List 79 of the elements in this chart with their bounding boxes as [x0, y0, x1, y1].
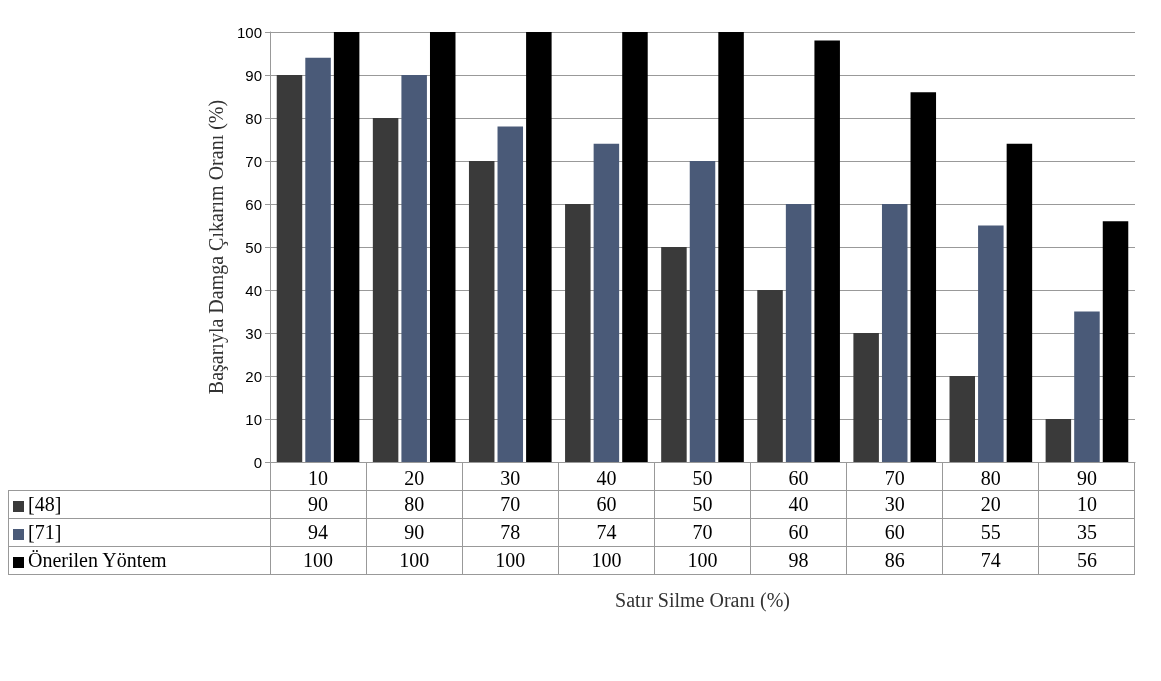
data-label: 98 [750, 546, 847, 575]
y-tick-label: 90 [245, 66, 262, 84]
bar [565, 204, 591, 462]
y-tick-label: 10 [245, 410, 262, 428]
data-label: 56 [1038, 546, 1135, 575]
bar [1006, 143, 1033, 462]
y-tick-label: 30 [245, 324, 262, 342]
bar [661, 247, 687, 462]
y-tick-label: 40 [245, 281, 262, 299]
bar [689, 161, 716, 462]
bar [401, 75, 427, 462]
bar [1102, 221, 1129, 462]
bar [276, 75, 303, 462]
data-label: 74 [558, 518, 655, 547]
data-label: 90 [366, 518, 463, 547]
bar [978, 225, 1004, 462]
x-tick-label: 50 [692, 467, 713, 489]
x-tick-label: 40 [596, 467, 617, 489]
y-tick-label: 50 [245, 238, 262, 256]
data-label: 80 [366, 490, 463, 519]
bar [718, 32, 744, 462]
data-label: 60 [750, 518, 847, 547]
data-label: 70 [654, 518, 751, 547]
y-tick-label: 70 [245, 152, 262, 170]
data-label: 94 [270, 518, 367, 547]
data-label: 86 [846, 546, 943, 575]
x-tick-label: 70 [884, 467, 905, 489]
y-tick-label: 80 [245, 109, 262, 127]
x-tick-label: 20 [404, 467, 425, 489]
bar [1045, 419, 1072, 462]
legend-label: Önerilen Yöntem [8, 546, 270, 575]
y-tick-label: 0 [253, 453, 262, 471]
x-tick-label: 80 [980, 467, 1001, 489]
bar [910, 92, 937, 462]
bar [526, 32, 552, 462]
data-label: 70 [462, 490, 559, 519]
data-label: 100 [270, 546, 367, 575]
bar [814, 40, 840, 462]
x-tick-label: 60 [788, 467, 809, 489]
x-axis-title: Satır Silme Oranı (%) [615, 589, 790, 612]
bar [429, 32, 456, 462]
data-label: 20 [942, 490, 1039, 519]
x-tick-label: 30 [500, 467, 521, 489]
data-label: 100 [462, 546, 559, 575]
bar [853, 333, 879, 462]
bar [497, 126, 524, 462]
data-label: 90 [270, 490, 367, 519]
data-label: 78 [462, 518, 559, 547]
bar [333, 32, 360, 462]
y-axis-title: Başarıyla Damga Çıkarım Oranı (%) [205, 99, 229, 395]
data-label: 100 [366, 546, 463, 575]
y-tick-label: 60 [245, 195, 262, 213]
data-label: 100 [654, 546, 751, 575]
data-label: 55 [942, 518, 1039, 547]
bar [1074, 311, 1100, 462]
bar [372, 118, 399, 462]
data-label: 50 [654, 490, 751, 519]
data-label: 40 [750, 490, 847, 519]
data-label: 60 [846, 518, 943, 547]
legend-label: [48] [8, 490, 270, 519]
bar [881, 204, 908, 462]
bar [468, 161, 495, 462]
x-tick-label: 90 [1076, 467, 1097, 489]
data-label: 60 [558, 490, 655, 519]
bar [593, 143, 620, 462]
bar [757, 290, 783, 462]
data-label: 10 [1038, 490, 1135, 519]
y-tick-label: 20 [245, 367, 262, 385]
bar [305, 57, 331, 462]
y-tick-label: 100 [236, 23, 262, 41]
legend-label: [71] [8, 518, 270, 547]
bar [622, 32, 648, 462]
data-label: 35 [1038, 518, 1135, 547]
data-label: 74 [942, 546, 1039, 575]
data-label: 100 [558, 546, 655, 575]
bar [785, 204, 812, 462]
data-label: 30 [846, 490, 943, 519]
x-tick-label: 10 [308, 467, 329, 489]
bar [949, 376, 976, 462]
